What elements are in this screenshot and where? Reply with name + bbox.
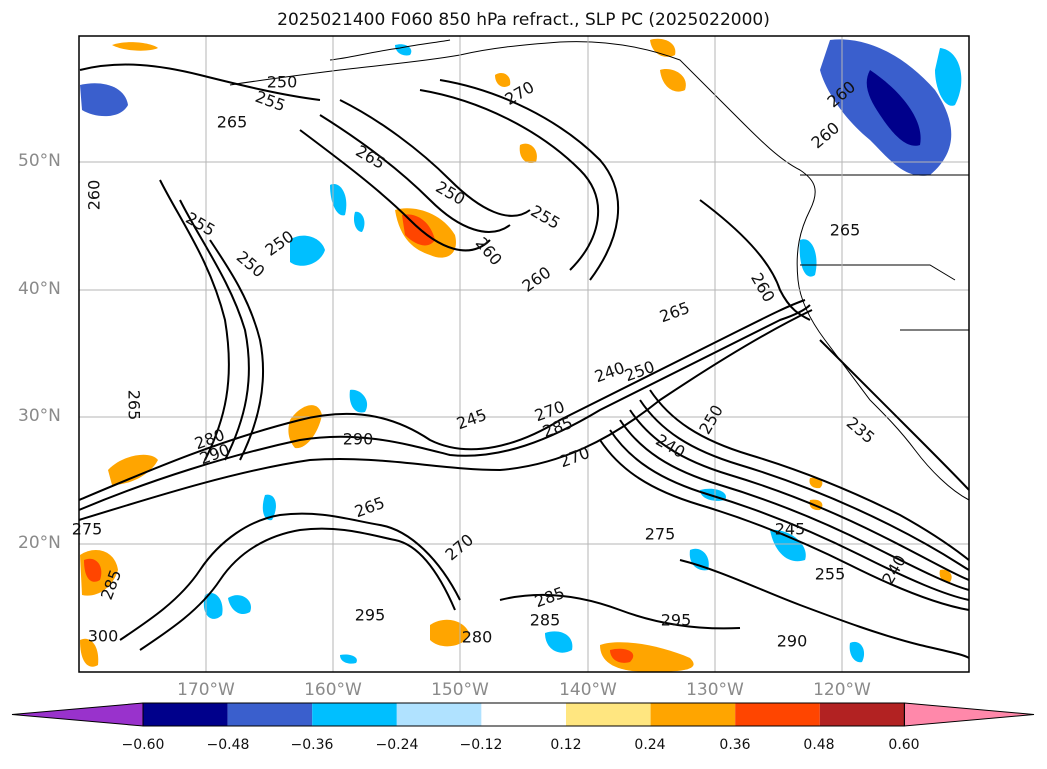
map-title: 2025021400 F060 850 hPa refract., SLP PC… — [277, 10, 770, 30]
colorbar-tick: 0.48 — [803, 737, 835, 753]
lon-label: 170°W — [177, 680, 235, 700]
map-grid — [79, 36, 969, 672]
colorbar-segment — [227, 703, 313, 726]
contour-label: 290 — [343, 430, 374, 449]
colorbar-segment — [396, 703, 482, 726]
lon-label: 150°W — [431, 680, 489, 700]
map-frame — [78, 35, 970, 673]
colorbar-tick: −0.24 — [375, 737, 419, 753]
contour-label: 250 — [267, 73, 298, 92]
map-background — [79, 36, 969, 672]
contour-label: 285 — [530, 611, 561, 630]
lon-label: 160°W — [304, 680, 362, 700]
colorbar-segment — [143, 703, 228, 726]
colorbar-extend-high — [903, 702, 1035, 727]
colorbar-segment — [819, 703, 905, 726]
contour-label: 260 — [85, 180, 104, 211]
lat-label: 50°N — [18, 151, 61, 171]
contour-label: 265 — [830, 221, 861, 240]
lon-label: 120°W — [813, 680, 871, 700]
colorbar-extend-low — [11, 702, 144, 727]
contour-label: 245 — [775, 520, 806, 539]
coastlines — [229, 39, 970, 501]
colorbar-outline — [142, 702, 905, 727]
colorbar-segment — [312, 703, 397, 726]
slp-contours — [78, 63, 970, 659]
contour-label: 265 — [217, 113, 248, 132]
colorbar-segment — [481, 703, 566, 726]
colorbar-segment — [566, 703, 651, 726]
colorbar-segment — [650, 703, 736, 726]
lon-label: 130°W — [686, 680, 744, 700]
lat-label: 20°N — [18, 533, 61, 553]
colorbar-tick: −0.48 — [206, 737, 250, 753]
contour-label: 280 — [462, 628, 493, 647]
contour-label: 265 — [125, 390, 144, 421]
colorbar-tick: −0.36 — [290, 737, 334, 753]
contour-label: 295 — [661, 611, 692, 630]
colorbar-tick: 0.24 — [634, 737, 666, 753]
colorbar-tick: 0.12 — [550, 737, 582, 753]
anomaly-shading — [80, 38, 962, 672]
lon-label: 140°W — [559, 680, 617, 700]
contour-label: 275 — [72, 520, 103, 539]
colorbar-tick: 0.60 — [888, 737, 920, 753]
colorbar-tick: −0.12 — [459, 737, 503, 753]
colorbar-tick: 0.36 — [719, 737, 751, 753]
contour-label: 255 — [815, 565, 846, 584]
colorbar-tick: −0.60 — [121, 737, 165, 753]
contour-label: 300 — [88, 627, 119, 646]
colorbar — [11, 702, 1035, 727]
lat-label: 40°N — [18, 279, 61, 299]
colorbar-segment — [735, 703, 820, 726]
contour-label: 290 — [777, 632, 808, 651]
contour-label: 275 — [645, 525, 676, 544]
contour-label: 295 — [355, 606, 386, 625]
lat-label: 30°N — [18, 406, 61, 426]
